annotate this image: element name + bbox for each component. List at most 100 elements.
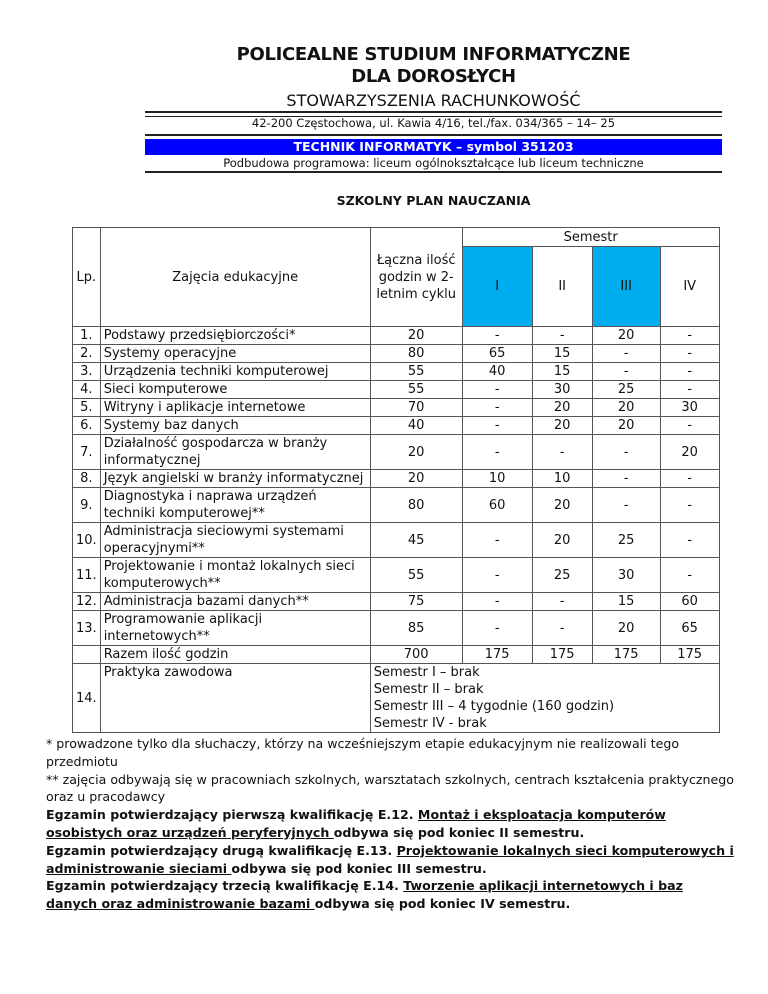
exam-timing: odbywa się pod koniec II semestru. xyxy=(333,824,585,840)
semester-1-hours: 60 xyxy=(461,487,533,523)
semester-4-hours: 20 xyxy=(659,434,720,470)
curriculum-table: Lp. Zajęcia edukacyjne Łączna ilość godz… xyxy=(72,227,720,733)
content-flow: Lp. Zajęcia edukacyjne Łączna ilość godz… xyxy=(46,227,736,913)
subject-name: Sieci komputerowe xyxy=(99,380,371,399)
practice-row: 14. Praktyka zawodowa Semestr I – brak Seme… xyxy=(72,663,720,733)
semester-2-hours: 20 xyxy=(531,522,593,558)
row-number: 4. xyxy=(72,380,101,399)
address: 42-200 Częstochowa, ul. Kawia 4/16, tel.… xyxy=(251,116,616,130)
semester-2-hours: 30 xyxy=(531,380,593,399)
semester-3-hours: - xyxy=(591,344,661,363)
semester-4-hours: 65 xyxy=(659,610,720,646)
subject-name: Programowanie aplikacji internetowych** xyxy=(99,610,371,646)
subject-name: Działalność gospodarcza w branży informa… xyxy=(99,434,371,470)
exam-qualification-name: Projektowanie lokalnych sieci komputerow… xyxy=(46,842,734,876)
semester-2-hours: - xyxy=(531,326,593,345)
semester-4-hours: - xyxy=(659,380,720,399)
semester-3-hours: - xyxy=(591,487,661,523)
exam-note: Egzamin potwierdzający trzecią kwalifika… xyxy=(46,877,736,913)
semester-3-hours: - xyxy=(591,362,661,381)
semester-4-hours: 60 xyxy=(659,592,720,611)
total-hours: 40 xyxy=(369,416,463,435)
sum-semester-2: 175 xyxy=(531,645,593,664)
row-number: 12. xyxy=(72,592,101,611)
semester-3-hours: - xyxy=(591,469,661,488)
semester-2-hours: 20 xyxy=(531,416,593,435)
semester-1-hours: - xyxy=(461,380,533,399)
row-number: 9. xyxy=(72,487,101,523)
table-row: 5. Witryny i aplikacje internetowe 70-20 20… xyxy=(72,398,720,417)
practice-semester-line: Semestr II – brak xyxy=(373,682,484,697)
header-semester-1: I xyxy=(461,246,533,327)
semester-4-hours: - xyxy=(659,469,720,488)
semester-4-hours: - xyxy=(659,522,720,558)
header-semester-2: II xyxy=(531,246,593,327)
semester-1-hours: - xyxy=(461,326,533,345)
total-hours: 85 xyxy=(369,610,463,646)
footnote-1: * prowadzone tylko dla słuchaczy, którzy… xyxy=(46,736,680,769)
sum-semester-3: 175 xyxy=(591,645,661,664)
total-hours: 20 xyxy=(369,469,463,488)
exam-prefix: Egzamin potwierdzający drugą kwalifikacj… xyxy=(46,842,397,858)
divider xyxy=(145,171,722,174)
sum-semester-4: 175 xyxy=(659,645,720,664)
table-row: 13. Programowanie aplikacji internetowych… xyxy=(72,610,720,646)
semester-1-hours: - xyxy=(461,610,533,646)
exam-timing: odbywa się pod koniec III semestru. xyxy=(231,860,487,876)
program-banner: TECHNIK INFORMATYK – symbol 351203 xyxy=(145,139,722,155)
total-hours: 20 xyxy=(369,326,463,345)
semester-4-hours: - xyxy=(659,344,720,363)
title-line-1: POLICEALNE STUDIUM INFORMATYCZNE xyxy=(236,44,631,65)
sum-semester-1: 175 xyxy=(461,645,533,664)
exam-note: Egzamin potwierdzający drugą kwalifikacj… xyxy=(46,842,736,878)
exam-timing: odbywa się pod koniec IV semestru. xyxy=(314,896,571,912)
total-hours: 55 xyxy=(369,557,463,593)
semester-3-hours: 20 xyxy=(591,416,661,435)
semester-3-hours: - xyxy=(591,434,661,470)
table-row: 9. Diagnostyka i naprawa urządzeń technik… xyxy=(72,487,720,523)
row-number: 7. xyxy=(72,434,101,470)
table-row: 1. Podstawy przedsiębiorczości* 20- -20- xyxy=(72,326,720,345)
header-row: Lp. Zajęcia edukacyjne Łączna ilość godz… xyxy=(72,227,720,327)
semester-3-hours: 15 xyxy=(591,592,661,611)
semester-2-hours: 25 xyxy=(531,557,593,593)
exam-prefix: Egzamin potwierdzający pierwszą kwalifik… xyxy=(46,807,418,823)
semester-4-hours: - xyxy=(659,487,720,523)
sum-total: 700 xyxy=(369,645,463,664)
semester-4-hours: - xyxy=(659,362,720,381)
row-number: 8. xyxy=(72,469,101,488)
school-title: POLICEALNE STUDIUM INFORMATYCZNE DLA DOR… xyxy=(145,44,722,88)
header-semester-3: III xyxy=(591,246,661,327)
semester-2-hours: 20 xyxy=(531,398,593,417)
header-lp: Lp. xyxy=(72,227,101,327)
semester-3-hours: 20 xyxy=(591,398,661,417)
semester-1-hours: - xyxy=(461,434,533,470)
total-hours: 20 xyxy=(369,434,463,470)
table-row: 10. Administracja sieciowymi systemami op… xyxy=(72,522,720,558)
subject-name: Podstawy przedsiębiorczości* xyxy=(99,326,371,345)
semester-4-hours: - xyxy=(659,416,720,435)
row-number: 1. xyxy=(72,326,101,345)
total-hours: 80 xyxy=(369,344,463,363)
header-semester-4: IV xyxy=(659,246,720,327)
table-row: 7. Działalność gospodarcza w branży infor… xyxy=(72,434,720,470)
practice-semester-line: Semestr III – 4 tygodnie (160 godzin) xyxy=(373,699,615,714)
semester-4-hours: - xyxy=(659,326,720,345)
practice-semester-line: Semestr IV - brak xyxy=(373,716,487,731)
subject-name: Systemy baz danych xyxy=(99,416,371,435)
exam-note: Egzamin potwierdzający pierwszą kwalifik… xyxy=(46,806,736,842)
subject-name: Systemy operacyjne xyxy=(99,344,371,363)
semester-1-hours: 40 xyxy=(461,362,533,381)
subject-name: Administracja bazami danych** xyxy=(99,592,371,611)
subject-name: Projektowanie i montaż lokalnych sieci k… xyxy=(99,557,371,593)
sum-row: Razem ilość godzin 700 175 175 175 175 xyxy=(72,645,720,664)
semester-1-hours: - xyxy=(461,557,533,593)
divider xyxy=(145,111,722,117)
semester-2-hours: - xyxy=(531,434,593,470)
row-number: 5. xyxy=(72,398,101,417)
exam-qualification-name: Montaż i eksploatacja komputerów osobist… xyxy=(46,807,666,840)
semester-3-hours: 25 xyxy=(591,380,661,399)
exam-qualification-name: Tworzenie aplikacji internetowych i baz … xyxy=(46,878,683,912)
footnotes: * prowadzone tylko dla słuchaczy, którzy… xyxy=(46,735,736,913)
